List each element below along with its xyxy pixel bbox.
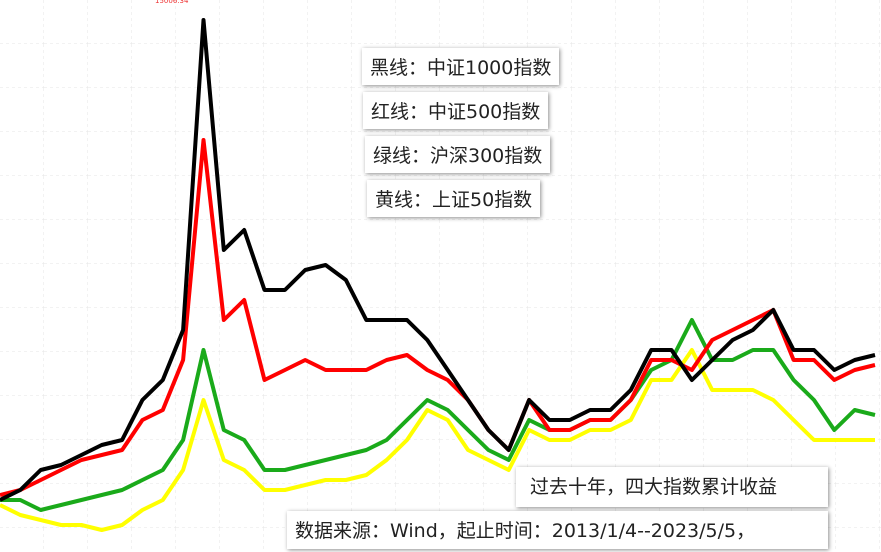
legend-box: 绿线：沪深300指数 [365,136,551,173]
series-line [0,348,875,532]
series-line [0,18,876,502]
legend-label: 黄线：上证50指数 [375,189,533,211]
legend-box: 红线：中证500指数 [363,92,549,129]
caption-box: 过去十年，四大指数累计收益 [516,467,828,507]
caption: 过去十年，四大指数累计收益 [530,476,778,498]
source: 数据来源：Wind，起止时间：2013/1/4--2023/5/5， [295,520,756,542]
legend-label: 绿线：沪深300指数 [373,145,543,167]
series-line [0,138,876,497]
legend-label: 红线：中证500指数 [371,101,541,123]
series-line [0,318,876,512]
legend-box: 黄线：上证50指数 [367,180,541,217]
peak-label: 15006.34 [155,0,189,5]
legend-box: 黑线：中证1000指数 [362,48,560,85]
source-box: 数据来源：Wind，起止时间：2013/1/4--2023/5/5， [287,511,828,549]
legend-label: 黑线：中证1000指数 [370,57,552,79]
